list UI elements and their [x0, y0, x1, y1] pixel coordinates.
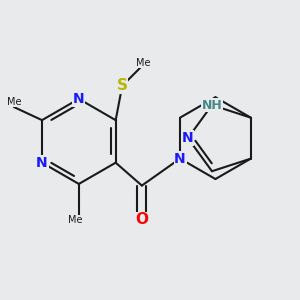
- Text: O: O: [135, 212, 148, 227]
- Text: Me: Me: [68, 215, 83, 225]
- Text: N: N: [182, 131, 194, 145]
- Text: N: N: [174, 152, 186, 166]
- Text: Me: Me: [7, 97, 21, 107]
- Text: NH: NH: [202, 99, 222, 112]
- Text: S: S: [117, 78, 128, 93]
- Text: Me: Me: [136, 58, 151, 68]
- Text: N: N: [73, 92, 85, 106]
- Text: N: N: [36, 156, 48, 170]
